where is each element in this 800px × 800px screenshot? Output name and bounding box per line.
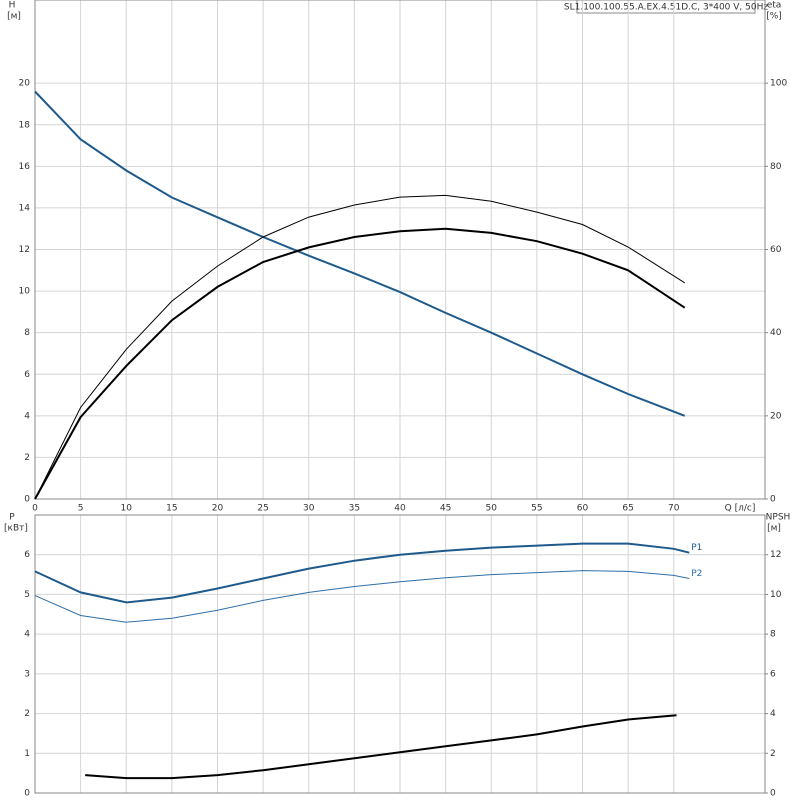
series-label: P1 — [691, 543, 702, 553]
y-tick-label: 1 — [24, 749, 30, 759]
x-tick-label: 25 — [257, 504, 268, 514]
y-tick-label: 4 — [24, 630, 30, 640]
y-tick-label: 2 — [24, 709, 30, 719]
x-tick-label: 30 — [303, 504, 315, 514]
plot-frame — [34, 514, 766, 794]
y-tick-label: 20 — [19, 79, 31, 89]
y2-tick-label: 6 — [770, 669, 776, 679]
y2-axis-label: eta — [767, 1, 782, 11]
y2-axis-label: NPSH — [766, 513, 791, 523]
x-tick-label: 55 — [531, 504, 542, 514]
y-tick-label: 0 — [24, 789, 30, 799]
curve — [34, 542, 690, 604]
y-tick-label: 10 — [19, 287, 31, 297]
y-tick-label: 18 — [19, 120, 31, 130]
y-tick-label: 5 — [24, 590, 30, 600]
series-label: P2 — [691, 569, 702, 579]
curve — [34, 227, 686, 500]
y-axis-unit: [м] — [7, 12, 21, 22]
y-tick-label: 2 — [24, 453, 30, 463]
y2-tick-label: 0 — [770, 789, 776, 799]
x-tick-label: 70 — [668, 504, 680, 514]
y-axis-unit: [кВт] — [4, 524, 28, 534]
y-tick-label: 12 — [19, 245, 30, 255]
x-tick-label: 0 — [32, 504, 38, 514]
y2-tick-label: 10 — [770, 590, 782, 600]
y2-tick-label: 8 — [770, 630, 776, 640]
y2-tick-label: 0 — [770, 495, 776, 505]
x-tick-label: 10 — [121, 504, 133, 514]
y2-tick-label: 12 — [770, 550, 781, 560]
y-tick-label: 0 — [24, 495, 30, 505]
y-tick-label: 6 — [24, 370, 30, 380]
y2-tick-label: 2 — [770, 749, 776, 759]
curve — [34, 570, 690, 623]
y-tick-label: 14 — [19, 203, 31, 213]
x-tick-label: 50 — [486, 504, 498, 514]
x-tick-label: 15 — [166, 504, 177, 514]
chart-title: SL1.100.100.55.A.EX.4.51D.C, 3*400 V, 50… — [564, 3, 768, 13]
curve — [85, 714, 677, 780]
y-tick-label: 8 — [24, 328, 30, 338]
x-axis-label: Q [л/с] — [725, 504, 756, 514]
y2-tick-label: 40 — [770, 328, 782, 338]
x-tick-label: 35 — [349, 504, 360, 514]
x-tick-label: 5 — [78, 504, 84, 514]
x-tick-label: 65 — [622, 504, 633, 514]
y-tick-label: 16 — [19, 162, 31, 172]
y-tick-label: 4 — [24, 411, 30, 421]
curve — [34, 194, 685, 500]
x-tick-label: 60 — [577, 504, 589, 514]
x-tick-label: 40 — [394, 504, 406, 514]
y-axis-label: H — [9, 1, 16, 11]
curve — [34, 90, 686, 417]
y2-axis-unit: [м] — [767, 524, 781, 534]
y-tick-label: 6 — [24, 550, 30, 560]
y-axis-label: P — [9, 513, 15, 523]
y2-tick-label: 60 — [770, 245, 782, 255]
y2-tick-label: 20 — [770, 411, 782, 421]
y2-tick-label: 80 — [770, 162, 782, 172]
y2-tick-label: 4 — [770, 709, 776, 719]
y2-axis-unit: [%] — [766, 12, 782, 22]
x-tick-label: 20 — [212, 504, 224, 514]
y-tick-label: 3 — [24, 669, 30, 679]
x-tick-label: 45 — [440, 504, 451, 514]
plot-frame — [34, 0, 766, 500]
title-box — [576, 0, 756, 14]
y2-tick-label: 100 — [770, 79, 787, 89]
